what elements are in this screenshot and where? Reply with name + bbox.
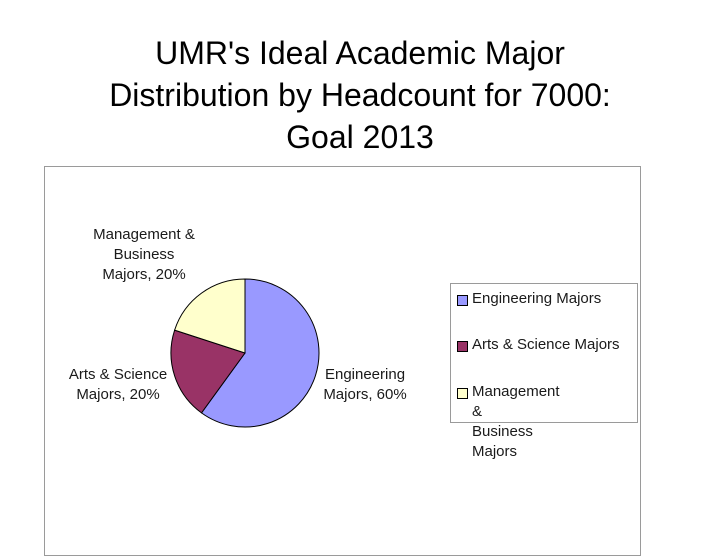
legend-label-engineering: Engineering Majors: [472, 290, 602, 307]
pie-chart: [170, 278, 320, 428]
title-line-2: Distribution by Headcount for 7000:: [109, 77, 611, 113]
title-line-1: UMR's Ideal Academic Major: [155, 35, 565, 71]
title-line-3: Goal 2013: [286, 119, 434, 155]
legend-label-arts-science: Arts & Science Majors: [472, 336, 620, 353]
pie-slice-management: [173, 278, 246, 354]
legend-swatch-arts-science: [457, 341, 468, 352]
pie-slice-arts-science: [170, 329, 246, 414]
data-label-management: Management & Business Majors, 20%: [93, 226, 195, 283]
data-label-arts-science: Arts & Science Majors, 20%: [68, 366, 168, 403]
legend-swatch-management: [457, 388, 468, 399]
data-label-engineering: Engineering Majors, 60%: [323, 366, 407, 403]
legend-swatch-engineering: [457, 295, 468, 306]
slide-title: UMR's Ideal Academic Major Distribution …: [0, 32, 720, 158]
legend-label-management: Management & Business Majors: [472, 383, 560, 460]
chart-legend: Engineering Majors Arts & Science Majors…: [450, 283, 638, 460]
pie-slice-engineering: [200, 278, 320, 428]
